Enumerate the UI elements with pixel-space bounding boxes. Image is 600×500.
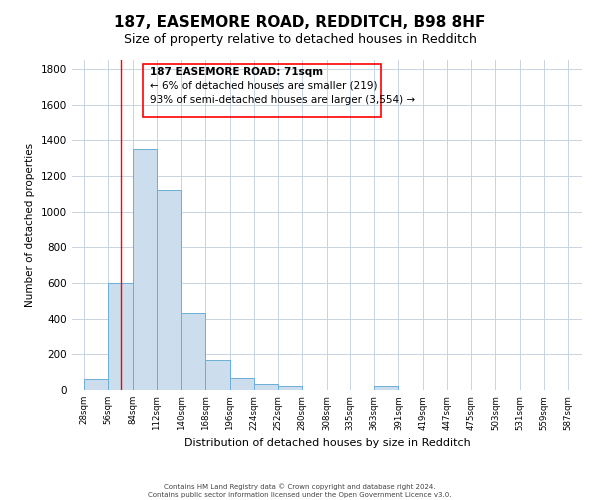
Bar bbox=[157, 190, 181, 390]
Text: ← 6% of detached houses are smaller (219): ← 6% of detached houses are smaller (219… bbox=[150, 81, 377, 91]
Bar bbox=[230, 378, 254, 390]
Bar bbox=[254, 384, 278, 390]
Y-axis label: Number of detached properties: Number of detached properties bbox=[25, 143, 35, 307]
Bar bbox=[109, 283, 133, 390]
Bar bbox=[133, 149, 157, 390]
Bar bbox=[374, 386, 398, 390]
Text: 93% of semi-detached houses are larger (3,554) →: 93% of semi-detached houses are larger (… bbox=[150, 95, 415, 105]
X-axis label: Distribution of detached houses by size in Redditch: Distribution of detached houses by size … bbox=[184, 438, 470, 448]
Bar bbox=[181, 314, 205, 390]
Bar bbox=[205, 360, 230, 390]
Text: 187, EASEMORE ROAD, REDDITCH, B98 8HF: 187, EASEMORE ROAD, REDDITCH, B98 8HF bbox=[115, 15, 485, 30]
Bar bbox=[84, 380, 109, 390]
Text: Contains HM Land Registry data © Crown copyright and database right 2024.
Contai: Contains HM Land Registry data © Crown c… bbox=[148, 484, 452, 498]
Bar bbox=[143, 64, 381, 117]
Text: 187 EASEMORE ROAD: 71sqm: 187 EASEMORE ROAD: 71sqm bbox=[150, 66, 323, 76]
Text: Size of property relative to detached houses in Redditch: Size of property relative to detached ho… bbox=[124, 32, 476, 46]
Bar bbox=[278, 386, 302, 390]
